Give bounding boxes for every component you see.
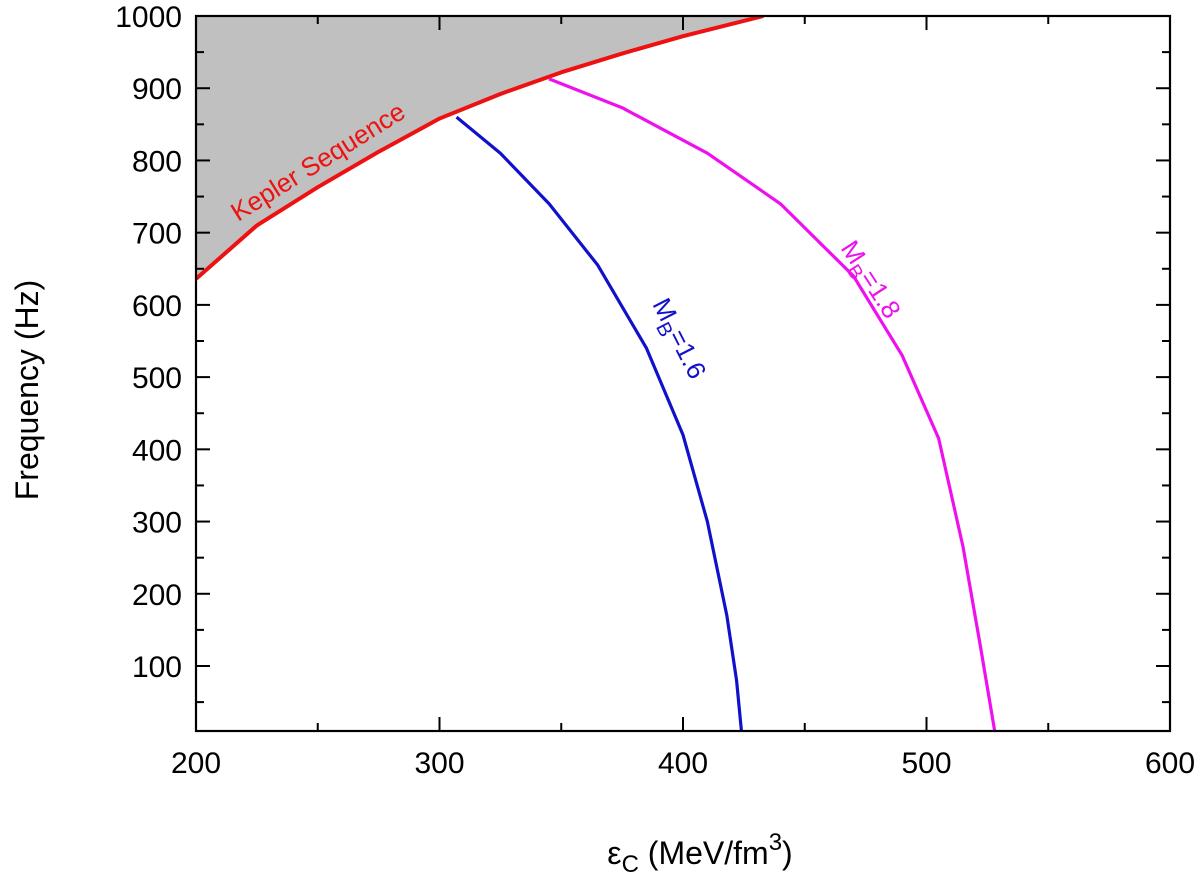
- mb-1-6-label-rest: =1.6: [663, 324, 713, 383]
- series-line-mb-1-6: [455, 115, 744, 731]
- x-axis-subscript: C: [622, 851, 639, 878]
- y-tick-label: 600: [132, 290, 182, 323]
- x-tick-label: 500: [901, 747, 951, 780]
- x-axis-symbol: ε: [607, 835, 621, 871]
- mb-1-8-label: MB=1.8: [830, 235, 907, 327]
- x-axis-superscript: 3: [769, 829, 782, 856]
- tick-labels-layer: 200 300 400 500 600 100 200 300 400 500 600 700 800 9…: [115, 1, 1195, 780]
- series-line-kepler-sequence: [196, 16, 764, 281]
- y-tick-label: 100: [132, 651, 182, 684]
- y-tick-label: 800: [132, 145, 182, 178]
- x-axis-units-close: ): [782, 835, 793, 871]
- y-tick-label: 1000: [115, 1, 182, 34]
- x-axis-units: (MeV/fm: [639, 835, 769, 871]
- x-axis-title: εC (MeV/fm3): [607, 829, 792, 878]
- x-tick-label: 600: [1145, 747, 1195, 780]
- y-tick-label: 300: [132, 507, 182, 540]
- y-axis-title: Frequency (Hz): [9, 280, 45, 501]
- plot-area: [196, 16, 997, 731]
- shaded-region: [196, 16, 764, 279]
- y-tick-label: 700: [132, 218, 182, 251]
- x-tick-label: 300: [414, 747, 464, 780]
- x-tick-label: 200: [171, 747, 221, 780]
- y-tick-label: 500: [132, 362, 182, 395]
- y-tick-label: 400: [132, 434, 182, 467]
- y-tick-label: 900: [132, 73, 182, 106]
- mb-1-6-label: MB=1.6: [641, 293, 712, 386]
- series-line-mb-1-8: [548, 77, 997, 731]
- ticks-layer: [195, 15, 1171, 731]
- y-tick-label: 200: [132, 579, 182, 612]
- x-tick-label: 400: [658, 747, 708, 780]
